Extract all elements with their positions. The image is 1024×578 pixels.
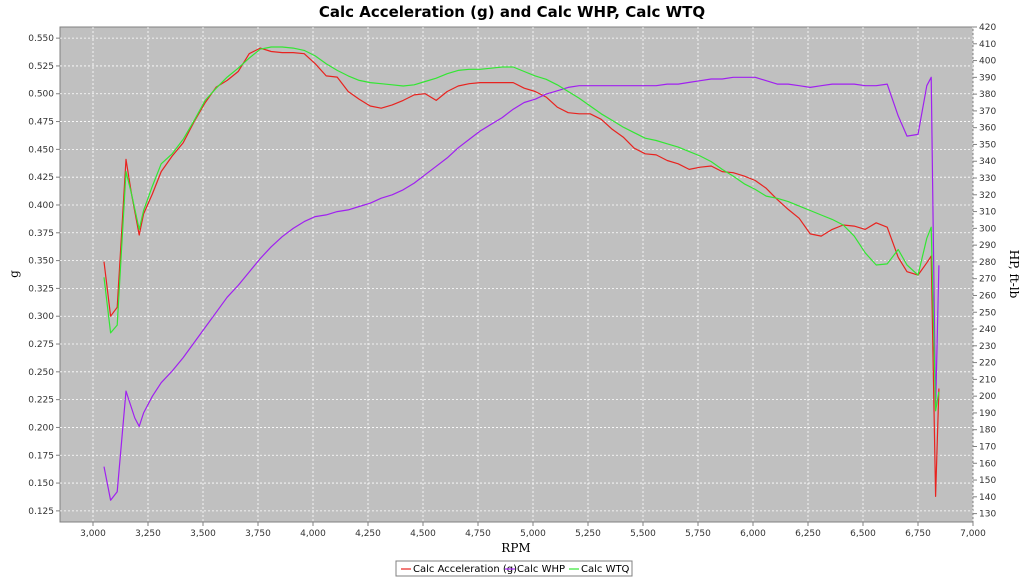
x-tick-label: 6,750 bbox=[905, 529, 931, 539]
y-left-tick-label: 0.550 bbox=[28, 34, 54, 44]
y-left-tick-label: 0.150 bbox=[28, 479, 54, 489]
y-right-tick-label: 370 bbox=[979, 107, 996, 117]
plot-area bbox=[59, 26, 974, 523]
y-left-tick-label: 0.125 bbox=[28, 507, 54, 517]
y-left-tick-label: 0.275 bbox=[28, 340, 54, 350]
x-tick-label: 5,750 bbox=[685, 529, 711, 539]
y-right-tick-label: 420 bbox=[979, 23, 996, 33]
y-right-tick-label: 200 bbox=[979, 392, 996, 402]
series-lines bbox=[103, 46, 940, 501]
y-left-tick-label: 0.300 bbox=[28, 312, 54, 322]
x-tick-label: 3,500 bbox=[190, 529, 216, 539]
y-right-tick-label: 180 bbox=[979, 426, 996, 436]
y-right-tick-label: 170 bbox=[979, 442, 996, 452]
y-left-tick-label: 0.475 bbox=[28, 118, 54, 128]
y-right-tick-label: 350 bbox=[979, 140, 996, 150]
y-left-tick-label: 0.425 bbox=[28, 173, 54, 183]
y-right-tick-label: 160 bbox=[979, 459, 996, 469]
y-right-tick-label: 380 bbox=[979, 90, 996, 100]
y-right-tick-label: 300 bbox=[979, 224, 996, 234]
y-left-tick-label: 0.450 bbox=[28, 145, 54, 155]
x-tick-label: 6,250 bbox=[795, 529, 821, 539]
legend-label-whp: Calc WHP bbox=[517, 564, 565, 575]
y-left-tick-label: 0.350 bbox=[28, 257, 54, 267]
y-axis-left-title: g bbox=[7, 270, 21, 278]
y-right-tick-label: 210 bbox=[979, 375, 996, 385]
y-axis-right-title: HP, ft-lb bbox=[1007, 250, 1021, 299]
x-axis: 3,000 3,250 3,500 3,750 4,000 4,250 4,500 4,750… bbox=[80, 522, 986, 539]
grid-lines bbox=[60, 27, 974, 522]
y-right-tick-label: 360 bbox=[979, 124, 996, 134]
y-right-tick-label: 330 bbox=[979, 174, 996, 184]
y-right-tick-label: 240 bbox=[979, 325, 996, 335]
y-right-tick-label: 130 bbox=[979, 510, 996, 520]
y-right-tick-label: 230 bbox=[979, 342, 996, 352]
y-left-tick-label: 0.250 bbox=[28, 368, 54, 378]
legend-label-wtq: Calc WTQ bbox=[581, 564, 630, 575]
y-left-tick-label: 0.200 bbox=[28, 423, 54, 433]
x-tick-label: 5,250 bbox=[575, 529, 601, 539]
y-left-tick-label: 0.500 bbox=[28, 90, 54, 100]
y-left-tick-label: 0.375 bbox=[28, 229, 54, 239]
y-right-tick-label: 270 bbox=[979, 275, 996, 285]
y-right-tick-label: 310 bbox=[979, 208, 996, 218]
x-tick-label: 6,500 bbox=[850, 529, 876, 539]
x-tick-label: 5,000 bbox=[520, 529, 546, 539]
x-tick-label: 4,000 bbox=[300, 529, 326, 539]
y-right-tick-label: 340 bbox=[979, 157, 996, 167]
legend-label-acceleration: Calc Acceleration (g) bbox=[413, 564, 517, 575]
x-tick-label: 4,250 bbox=[355, 529, 381, 539]
y-right-tick-label: 290 bbox=[979, 241, 996, 251]
x-tick-label: 3,250 bbox=[135, 529, 161, 539]
y-right-tick-label: 190 bbox=[979, 409, 996, 419]
y-left-tick-label: 0.225 bbox=[28, 396, 54, 406]
y-right-tick-label: 410 bbox=[979, 40, 996, 50]
y-right-tick-label: 220 bbox=[979, 359, 996, 369]
y-right-tick-label: 150 bbox=[979, 476, 996, 486]
y-left-tick-label: 0.175 bbox=[28, 451, 54, 461]
x-tick-label: 7,000 bbox=[960, 529, 986, 539]
y-right-tick-label: 400 bbox=[979, 57, 996, 67]
series-line-whp bbox=[103, 76, 940, 501]
y-right-tick-label: 250 bbox=[979, 308, 996, 318]
y-left-tick-label: 0.525 bbox=[28, 62, 54, 72]
y-axis-right: 130 140 150 160 170 180 190 200 210 220 230 240 250 2… bbox=[973, 23, 996, 520]
x-tick-label: 4,750 bbox=[465, 529, 491, 539]
y-axis-left: 0.125 0.150 0.175 0.200 0.225 0.250 0.275 0.300… bbox=[28, 34, 60, 517]
chart-title: Calc Acceleration (g) and Calc WHP, Calc… bbox=[318, 3, 706, 21]
x-tick-label: 3,750 bbox=[245, 529, 271, 539]
series-line-acceleration bbox=[103, 47, 940, 497]
y-right-tick-label: 320 bbox=[979, 191, 996, 201]
x-tick-label: 4,500 bbox=[410, 529, 436, 539]
x-tick-label: 5,500 bbox=[630, 529, 656, 539]
series-line-wtq bbox=[103, 46, 940, 412]
x-tick-label: 6,000 bbox=[740, 529, 766, 539]
y-right-tick-label: 280 bbox=[979, 258, 996, 268]
y-right-tick-label: 140 bbox=[979, 493, 996, 503]
y-left-tick-label: 0.325 bbox=[28, 284, 54, 294]
y-right-tick-label: 390 bbox=[979, 73, 996, 83]
x-axis-title: RPM bbox=[501, 541, 530, 555]
y-left-tick-label: 0.400 bbox=[28, 201, 54, 211]
legend: Calc Acceleration (g) Calc WHP Calc WTQ bbox=[395, 560, 633, 577]
y-right-tick-label: 260 bbox=[979, 291, 996, 301]
x-tick-label: 3,000 bbox=[80, 529, 106, 539]
